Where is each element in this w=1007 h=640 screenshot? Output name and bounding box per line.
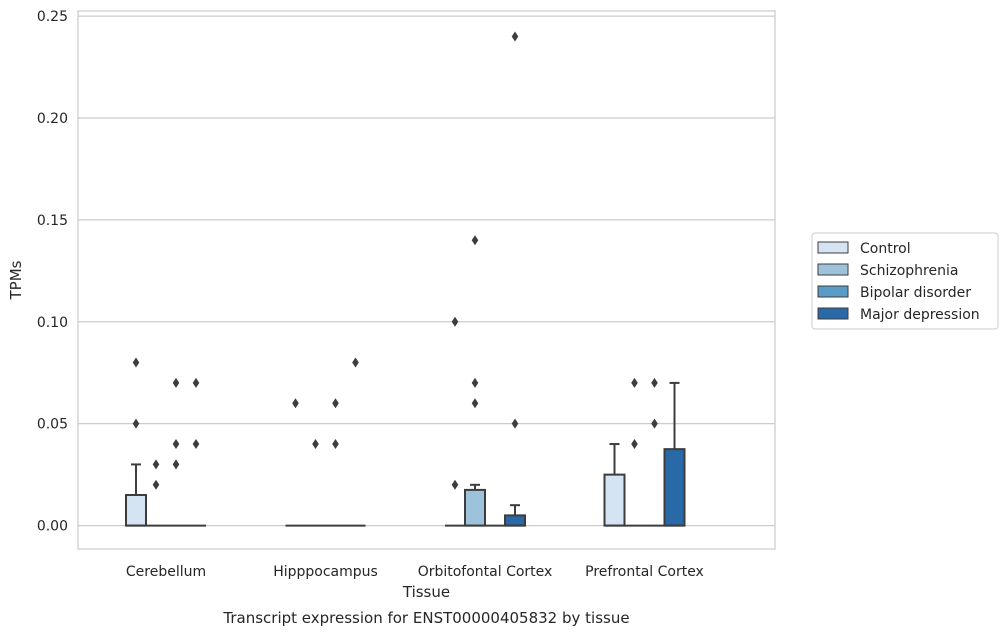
outlier-point [352,357,359,368]
box-body [603,473,626,527]
chart-title: Transcript expression for ENST0000040583… [222,609,629,627]
outlier-point [631,377,638,388]
outlier-point [651,377,658,388]
y-tick-label: 0.20 [37,111,68,127]
box [464,483,486,527]
outlier-point [132,418,140,429]
x-tick-label: Prefrontal Cortex [585,564,704,580]
outlier-point [292,398,299,409]
outliers [132,31,658,490]
outlier-point [172,459,180,470]
outlier-point [451,479,459,490]
legend-label: Control [860,241,911,257]
outlier-point [172,377,180,388]
legend-label: Major depression [860,307,980,323]
outlier-point [132,357,140,368]
outlier-point [471,235,479,246]
box [504,504,526,527]
outlier-point [471,377,479,388]
outlier-point [631,439,638,450]
legend-swatch [817,263,849,276]
legend: Control Schizophrenia Bipolar disorder Majo… [811,232,999,330]
outlier-point [312,439,319,450]
x-axis-ticks: Cerebellum Hipppocampus Orbitofontal Corte… [126,564,704,580]
outlier-point [451,316,459,327]
outlier-point [152,459,160,470]
box [663,381,686,527]
legend-label: Bipolar disorder [860,285,971,301]
y-tick-label: 0.05 [37,417,68,433]
outlier-point [332,398,339,409]
x-axis-label: Tissue [402,583,450,601]
outlier-point [651,418,658,429]
legend-item: Bipolar disorder [817,285,971,301]
outlier-point [172,439,180,450]
legend-swatch [817,285,849,298]
outlier-point [511,418,519,429]
legend-swatch [817,241,849,254]
legend-frame [811,232,999,330]
box-body [663,448,686,527]
outlier-point [152,479,160,490]
legend-swatch [817,307,849,320]
x-tick-label: Cerebellum [126,564,206,580]
box [125,463,147,527]
box-body [125,493,147,527]
boxes [125,381,686,527]
y-tick-label: 0.00 [37,519,68,535]
y-tick-label: 0.15 [37,213,68,229]
outlier-point [192,439,200,450]
box-body [504,514,526,527]
outlier-point [192,377,200,388]
outlier-point [332,439,339,450]
legend-label: Schizophrenia [860,263,958,279]
y-tick-label: 0.25 [37,9,68,25]
box [603,443,626,527]
box-body [464,488,486,527]
y-axis-ticks: 0.00 0.05 0.10 0.15 0.20 0.25 [37,9,68,534]
plot-frame [77,10,776,550]
legend-item: Control [817,241,911,257]
y-axis-label: TPMs [7,260,25,300]
outlier-point [511,31,519,42]
legend-item: Major depression [817,307,980,323]
x-tick-label: Hipppocampus [273,564,378,580]
x-tick-label: Orbitofontal Cortex [418,564,553,580]
y-tick-label: 0.10 [37,315,68,331]
legend-item: Schizophrenia [817,263,958,279]
outlier-point [471,398,479,409]
